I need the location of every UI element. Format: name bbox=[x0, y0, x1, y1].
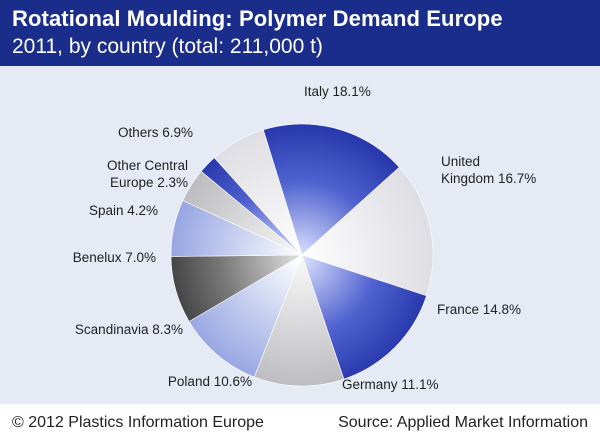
slice-label-benelux: Benelux 7.0% bbox=[73, 250, 156, 265]
slice-label-spain: Spain 4.2% bbox=[89, 203, 158, 218]
pie-slice-united-kingdom bbox=[301, 166, 434, 297]
source-text: Source: Applied Market Information bbox=[338, 414, 588, 431]
chart-area: Italy 18.1% United Kingdom 16.7% France 14.… bbox=[0, 66, 600, 404]
slice-label-scandinavia: Scandinavia 8.3% bbox=[75, 322, 183, 337]
footer-bar: © 2012 Plastics Information Europe Sourc… bbox=[0, 404, 600, 443]
pie-slice-others bbox=[213, 129, 303, 256]
chart-title: Rotational Moulding: Polymer Demand Euro… bbox=[12, 6, 503, 31]
pie-slice-germany bbox=[253, 254, 345, 387]
chart-subtitle: 2011, by country (total: 211,000 t) bbox=[12, 35, 323, 58]
slice-label-italy: Italy 18.1% bbox=[304, 84, 371, 99]
slice-label-other-central-europe: Other Central Europe 2.3% bbox=[107, 158, 188, 190]
slice-label-others: Others 6.9% bbox=[118, 125, 193, 140]
pie-chart: Italy 18.1% United Kingdom 16.7% France 14.… bbox=[73, 84, 537, 392]
slice-label-poland: Poland 10.6% bbox=[168, 374, 252, 389]
pie-slice-france bbox=[301, 254, 427, 380]
header-bar: Rotational Moulding: Polymer Demand Euro… bbox=[0, 0, 600, 66]
pie-slice-poland bbox=[188, 254, 303, 378]
copyright-text: © 2012 Plastics Information Europe bbox=[12, 414, 264, 431]
slice-label-france: France 14.8% bbox=[437, 302, 521, 317]
pie-slice-italy bbox=[262, 123, 400, 256]
slice-label-united-kingdom: United Kingdom 16.7% bbox=[441, 154, 536, 186]
slice-label-germany: Germany 11.1% bbox=[342, 377, 439, 392]
